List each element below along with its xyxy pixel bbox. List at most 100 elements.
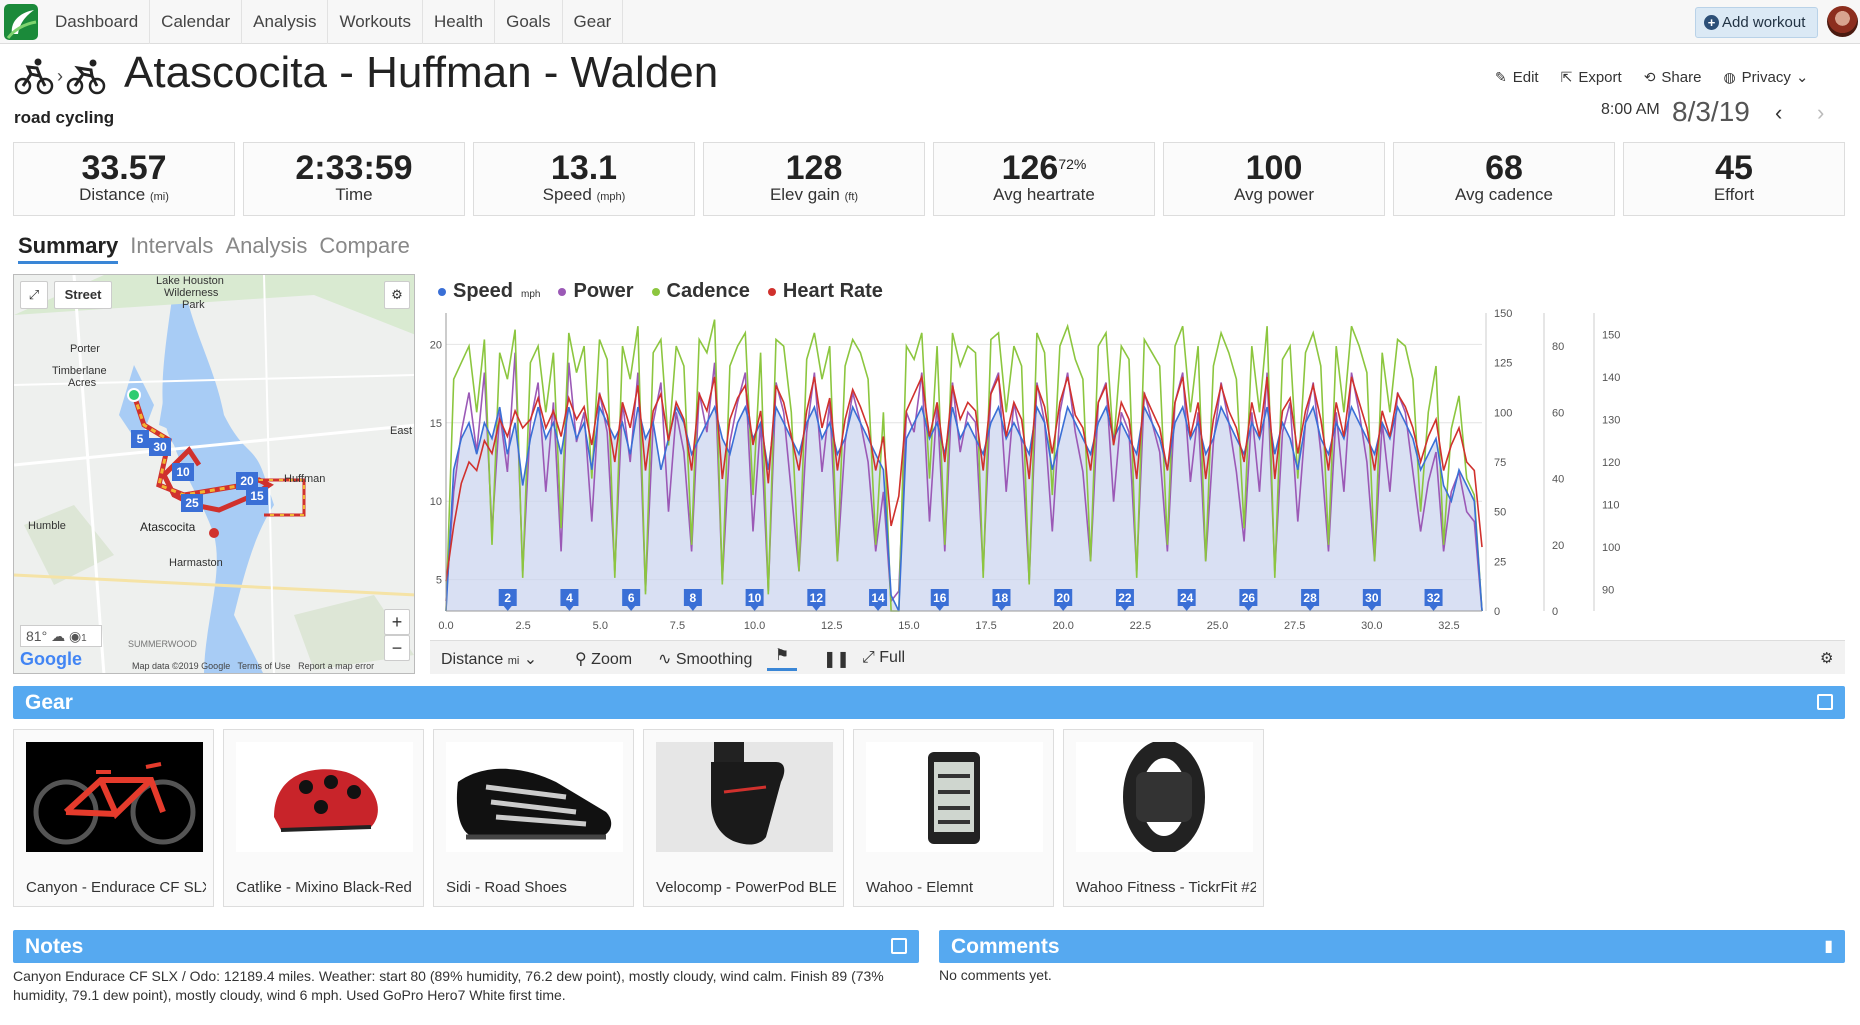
stat-unit: (ft) xyxy=(844,191,859,203)
lap-marker xyxy=(1054,589,1073,606)
heart-rate-line xyxy=(445,373,1483,582)
cadence-tick-label: 60 xyxy=(1552,407,1564,419)
nav-calendar[interactable]: Calendar xyxy=(150,0,243,44)
edit-button[interactable]: ✎ Edit xyxy=(1495,68,1539,86)
map-label: Harmaston xyxy=(169,557,223,569)
map-zoom-in-button[interactable]: + xyxy=(384,609,410,635)
x-axis-select[interactable]: Distance mi ⌄ xyxy=(441,649,537,669)
tab-compare[interactable]: Compare xyxy=(319,233,410,258)
nav-goals[interactable]: Goals xyxy=(495,0,563,44)
nav-workouts[interactable]: Workouts xyxy=(328,0,423,44)
bike-image xyxy=(26,742,203,852)
lap-marker-pointer xyxy=(627,606,636,611)
y-tick-label: 15 xyxy=(430,418,442,430)
map-marker[interactable]: 15 xyxy=(246,487,268,505)
map-zoom-out-button[interactable]: − xyxy=(384,635,410,661)
previous-workout-icon[interactable]: ‹ xyxy=(1775,100,1783,125)
map-marker[interactable]: 20 xyxy=(236,472,258,490)
zoom-button[interactable]: ⚲ Zoom xyxy=(575,649,632,669)
tab-intervals[interactable]: Intervals xyxy=(130,233,214,258)
x-tick-label: 27.5 xyxy=(1284,620,1305,632)
tab-summary[interactable]: Summary xyxy=(18,233,119,264)
x-tick-label: 30.0 xyxy=(1361,620,1382,632)
stat-distance: 33.57 Distance (mi) xyxy=(13,142,235,216)
export-button[interactable]: ⇱ Export xyxy=(1561,68,1622,86)
lap-marker-label: 30 xyxy=(1365,591,1379,605)
tab-analysis[interactable]: Analysis xyxy=(225,233,308,258)
map-marker[interactable]: 30 xyxy=(149,438,171,456)
comment-icon[interactable]: ▮ xyxy=(1824,938,1833,955)
y-tick-label: 5 xyxy=(436,575,442,587)
stat-value: 68 xyxy=(1485,149,1523,187)
avatar[interactable] xyxy=(1827,6,1858,37)
lap-markers-toggle[interactable]: ⚑ xyxy=(767,645,797,671)
nav-gear[interactable]: Gear xyxy=(563,0,624,44)
next-workout-icon[interactable]: › xyxy=(1817,100,1825,125)
road-cyclist-icon xyxy=(66,59,106,95)
gear-item[interactable]: Velocomp - PowerPod BLE/ANT+ xyxy=(643,729,844,907)
stat-avg-heartrate: 12672% Avg heartrate xyxy=(933,142,1155,216)
report-error-link[interactable]: Report a map error xyxy=(298,661,375,671)
zoom-label: Zoom xyxy=(591,651,633,668)
stat-value: 128 xyxy=(785,149,843,187)
map-marker[interactable]: 10 xyxy=(172,463,194,481)
stats-row: 33.57 Distance (mi) 2:33:59 Time 13.1 Speed… xyxy=(13,142,1845,216)
lap-marker-label: 22 xyxy=(1118,591,1132,605)
legend-power[interactable]: Power xyxy=(558,280,634,303)
lap-marker xyxy=(807,589,826,606)
x-tick-label: 25.0 xyxy=(1207,620,1228,632)
x-tick-label: 20.0 xyxy=(1053,620,1074,632)
route-map[interactable]: 5 30 10 20 15 25 Lake Houston Wilderness… xyxy=(13,274,415,674)
app-logo[interactable] xyxy=(4,4,38,40)
add-workout-button[interactable]: + Add workout xyxy=(1695,7,1818,38)
nav-dashboard[interactable]: Dashboard xyxy=(44,0,151,44)
map-marker[interactable]: 5 xyxy=(131,430,149,448)
legend-speed[interactable]: Speed mph xyxy=(438,280,540,303)
nav-analysis[interactable]: Analysis xyxy=(242,0,329,44)
workout-actions: ✎ Edit ⇱ Export ⟲ Share ◍ Privacy ⌄ xyxy=(1495,68,1830,87)
main-nav: Dashboard Calendar Analysis Workouts Hea… xyxy=(44,0,624,44)
full-button[interactable]: ⤢ Full xyxy=(862,649,905,667)
stat-avg-power: 100 Avg power xyxy=(1163,142,1385,216)
smoothing-label: Smoothing xyxy=(675,651,753,668)
map-marker[interactable]: 25 xyxy=(181,494,203,512)
nav-health[interactable]: Health xyxy=(423,0,496,44)
gear-item[interactable]: Wahoo Fitness - TickrFit #2 xyxy=(1063,729,1264,907)
map-settings-gear-icon[interactable]: ⚙ xyxy=(384,281,410,309)
gear-name: Catlike - Mixino Black-Red xyxy=(236,879,412,896)
hr-tick-label: 90 xyxy=(1602,585,1614,597)
gear-item[interactable]: Canyon - Endurace CF SLX Di2 xyxy=(13,729,214,907)
stat-label-text: Speed xyxy=(542,185,592,204)
pause-toggle[interactable]: ❚❚ xyxy=(823,649,850,669)
gear-item[interactable]: Sidi - Road Shoes xyxy=(433,729,634,907)
smoothing-button[interactable]: ∿ Smoothing xyxy=(658,649,752,669)
gear-item[interactable]: Catlike - Mixino Black-Red xyxy=(223,729,424,907)
notes-section-header: Notes xyxy=(13,930,919,963)
breadcrumb-chevron-icon: › xyxy=(57,65,63,86)
hr-tick-label: 110 xyxy=(1602,500,1620,512)
stat-hr-percent: 72% xyxy=(1058,156,1087,172)
hr-band-image xyxy=(1076,742,1253,852)
legend-heart-rate[interactable]: Heart Rate xyxy=(767,280,883,303)
chart-settings-icon[interactable]: ⚙ xyxy=(1820,650,1834,667)
legend-cadence[interactable]: Cadence xyxy=(651,280,750,303)
privacy-dropdown[interactable]: ◍ Privacy ⌄ xyxy=(1723,68,1808,87)
terms-link[interactable]: Terms of Use xyxy=(237,661,291,671)
gear-item[interactable]: Wahoo - Elemnt xyxy=(853,729,1054,907)
share-button[interactable]: ⟲ Share xyxy=(1644,68,1702,86)
map-layer-button[interactable]: Street xyxy=(54,281,112,309)
lap-marker-pointer xyxy=(1059,606,1068,611)
edit-gear-icon[interactable] xyxy=(1817,694,1833,710)
notes-title: Notes xyxy=(25,935,84,958)
fullscreen-map-icon[interactable]: ⤢ xyxy=(20,281,48,309)
full-label: Full xyxy=(879,649,906,666)
lap-marker-pointer xyxy=(1244,606,1253,611)
stat-label-text: Distance xyxy=(79,185,146,204)
stat-time: 2:33:59 Time xyxy=(243,142,465,216)
edit-notes-icon[interactable] xyxy=(891,938,907,954)
stat-label: Effort xyxy=(1713,185,1755,204)
x-tick-label: 15.0 xyxy=(898,620,919,632)
share-label: Share xyxy=(1661,68,1702,86)
hr-tick-label: 120 xyxy=(1602,457,1620,469)
